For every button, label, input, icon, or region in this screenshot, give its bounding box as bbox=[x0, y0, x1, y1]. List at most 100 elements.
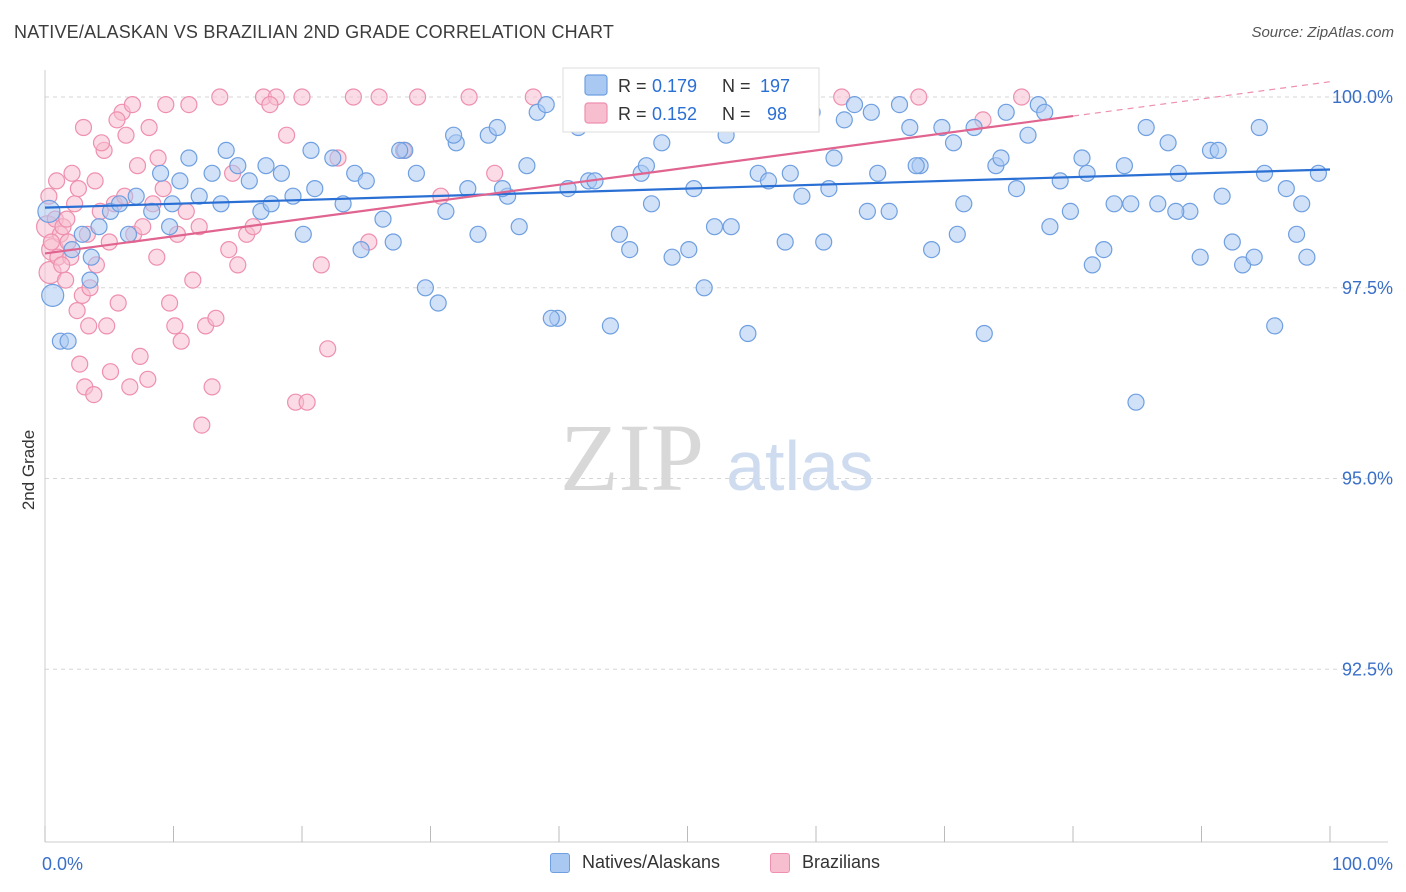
point-brazilians-87 bbox=[207, 309, 225, 327]
point-brazilians-64 bbox=[1012, 88, 1031, 106]
point-natives-119 bbox=[1309, 164, 1328, 182]
point-natives-77 bbox=[858, 202, 877, 220]
point-brazilians-39 bbox=[184, 271, 202, 289]
point-natives-135 bbox=[776, 233, 794, 251]
point-brazilians-61 bbox=[833, 88, 851, 106]
point-brazilians-92 bbox=[298, 393, 316, 411]
trend-line-natives bbox=[44, 168, 1331, 209]
legend-label-brazilians: Brazilians bbox=[802, 852, 881, 872]
chart-title: NATIVE/ALASKAN VS BRAZILIAN 2ND GRADE CO… bbox=[14, 22, 615, 42]
point-brazilians-37 bbox=[172, 332, 190, 350]
point-brazilians-29 bbox=[128, 157, 147, 175]
point-natives-113 bbox=[1245, 248, 1263, 266]
point-brazilians-53 bbox=[344, 88, 362, 106]
point-natives-97 bbox=[1073, 149, 1091, 167]
point-natives-147 bbox=[1293, 195, 1311, 213]
point-natives-125 bbox=[302, 141, 320, 159]
legend-n-value-natives: 197 bbox=[760, 76, 790, 96]
point-natives-26 bbox=[306, 180, 324, 198]
point-natives-99 bbox=[1095, 241, 1113, 259]
point-brazilians-38 bbox=[177, 202, 195, 220]
legend-r-label-natives: R = bbox=[618, 76, 647, 96]
point-natives-19 bbox=[229, 157, 247, 175]
legend-n-label-natives: N = bbox=[722, 76, 751, 96]
point-natives-138 bbox=[907, 157, 925, 175]
point-natives-23 bbox=[272, 164, 290, 182]
point-natives-126 bbox=[352, 241, 370, 259]
point-natives-111 bbox=[1223, 233, 1241, 251]
legend-n-label-brazilians: N = bbox=[722, 104, 751, 124]
trend-line-brazilians bbox=[44, 114, 1074, 255]
legend-item-brazilians: Brazilians bbox=[770, 852, 880, 873]
point-brazilians-79 bbox=[123, 95, 141, 114]
point-natives-32 bbox=[384, 233, 402, 251]
point-brazilians-54 bbox=[370, 88, 388, 106]
point-natives-103 bbox=[1137, 118, 1155, 137]
legend-r-value-natives: 0.179 bbox=[652, 76, 697, 96]
point-natives-84 bbox=[933, 118, 951, 137]
point-natives-75 bbox=[835, 111, 853, 129]
point-brazilians-40 bbox=[190, 218, 208, 236]
point-natives-13 bbox=[161, 218, 179, 236]
point-brazilians-42 bbox=[203, 378, 221, 396]
point-natives-47 bbox=[537, 95, 555, 114]
legend-swatch-brazilians bbox=[584, 102, 608, 124]
point-natives-76 bbox=[845, 95, 864, 114]
point-natives-44 bbox=[510, 218, 528, 236]
point-brazilians-31 bbox=[139, 370, 157, 388]
point-brazilians-81 bbox=[140, 118, 158, 137]
point-natives-88 bbox=[975, 324, 993, 343]
x-tick-label-end: 100.0% bbox=[1332, 854, 1393, 874]
point-natives-57 bbox=[642, 195, 661, 213]
point-natives-68 bbox=[759, 172, 778, 190]
point-brazilians-35 bbox=[161, 294, 179, 312]
point-brazilians-74 bbox=[86, 172, 104, 190]
point-brazilians-85 bbox=[180, 95, 198, 114]
point-natives-30 bbox=[357, 172, 375, 190]
point-natives-35 bbox=[416, 279, 434, 297]
point-brazilians-51 bbox=[312, 256, 330, 274]
point-natives-115 bbox=[1266, 317, 1284, 335]
point-brazilians-82 bbox=[148, 248, 166, 266]
point-brazilians-43 bbox=[211, 88, 229, 106]
point-natives-16 bbox=[190, 187, 208, 205]
legend-swatch-brazilians-bottom bbox=[770, 852, 790, 873]
point-natives-134 bbox=[722, 218, 740, 236]
point-brazilians-52 bbox=[319, 340, 337, 358]
point-natives-74 bbox=[825, 149, 843, 167]
point-brazilians-17 bbox=[85, 386, 103, 404]
point-brazilians-73 bbox=[80, 317, 98, 335]
point-natives-142 bbox=[1078, 164, 1096, 182]
point-natives-7 bbox=[90, 218, 108, 236]
point-natives-133 bbox=[680, 241, 698, 259]
point-natives-27 bbox=[324, 149, 342, 167]
point-natives-9 bbox=[110, 195, 129, 213]
point-brazilians-7 bbox=[56, 271, 75, 289]
point-natives-102 bbox=[1127, 393, 1145, 411]
point-natives-90 bbox=[997, 103, 1015, 121]
point-natives-120 bbox=[81, 271, 99, 289]
point-natives-124 bbox=[257, 157, 275, 175]
point-natives-117 bbox=[1287, 225, 1306, 243]
point-brazilians-67 bbox=[47, 172, 66, 190]
point-natives-100 bbox=[1105, 195, 1123, 213]
point-natives-36 bbox=[429, 294, 447, 312]
point-natives-145 bbox=[1209, 141, 1227, 159]
x-tick-label-start: 0.0% bbox=[42, 854, 83, 874]
legend-top: R = 0.179 N = 197 R = 0.152 N = 98 bbox=[562, 67, 820, 133]
point-natives-95 bbox=[1051, 172, 1069, 190]
trend-line-brazilians-extension bbox=[1072, 81, 1331, 117]
point-natives-85 bbox=[944, 134, 963, 152]
y-tick-label-0: 92.5% bbox=[1342, 659, 1393, 679]
point-natives-10 bbox=[127, 187, 145, 205]
y-tick-label-1: 95.0% bbox=[1342, 469, 1393, 489]
point-natives-62 bbox=[695, 279, 713, 297]
point-natives-92 bbox=[1019, 126, 1037, 144]
point-brazilians-45 bbox=[229, 256, 247, 274]
point-natives-40 bbox=[469, 225, 487, 243]
point-natives-55 bbox=[621, 241, 639, 259]
point-natives-24 bbox=[284, 187, 302, 205]
point-natives-5 bbox=[73, 225, 91, 243]
point-brazilians-72 bbox=[74, 118, 93, 137]
point-natives-86 bbox=[955, 195, 973, 213]
